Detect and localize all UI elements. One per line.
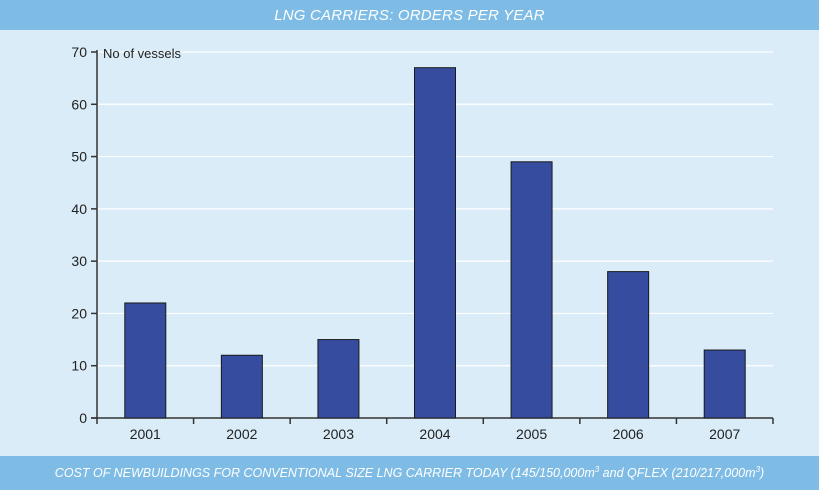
chart-title: LNG CARRIERS: ORDERS PER YEAR (274, 6, 545, 24)
x-tick-label: 2007 (709, 426, 740, 442)
bar (414, 67, 456, 419)
x-tick-label: 2002 (226, 426, 257, 442)
bar-chart: 0 10 20 30 40 50 60 70 No of vessels 2001 2002 2003… (71, 44, 774, 442)
y-tick-label: 70 (71, 44, 87, 60)
y-tick-label: 0 (79, 410, 87, 426)
footer-text-mid: and QFLEX (210/217,000m (599, 466, 756, 481)
footer-sup-2: 3 (755, 465, 761, 475)
y-axis-label: No of vessels (103, 46, 182, 61)
x-tick-label: 2006 (613, 426, 644, 442)
bar (124, 302, 167, 419)
bar (317, 339, 360, 419)
footer-text-main: COST OF NEWBUILDINGS FOR CONVENTIONAL SI… (54, 466, 595, 481)
bar (220, 354, 263, 419)
y-tick-label: 60 (71, 96, 87, 112)
y-tick-label: 30 (71, 253, 87, 269)
chart-title-bar: LNG CARRIERS: ORDERS PER YEAR (0, 0, 819, 30)
bar (510, 161, 553, 419)
y-tick-label: 20 (71, 305, 87, 321)
bar (703, 349, 746, 419)
x-tick-label: 2001 (130, 426, 161, 442)
x-tick-label: 2005 (516, 426, 547, 442)
bar (607, 271, 650, 419)
y-tick-label: 50 (71, 149, 87, 165)
chart-area: 0 10 20 30 40 50 60 70 No of vessels 2001 2002 2003… (0, 30, 819, 455)
y-tick-label: 10 (71, 358, 87, 374)
x-tick-label: 2003 (323, 426, 354, 442)
footer-caption-bar: COST OF NEWBUILDINGS FOR CONVENTIONAL SI… (0, 456, 819, 490)
footer-caption: COST OF NEWBUILDINGS FOR CONVENTIONAL SI… (55, 465, 764, 480)
footer-sup-1: 3 (594, 465, 600, 475)
footer-text-end: ) (760, 466, 765, 481)
y-tick-label: 40 (71, 201, 87, 217)
x-tick-label: 2004 (419, 426, 450, 442)
